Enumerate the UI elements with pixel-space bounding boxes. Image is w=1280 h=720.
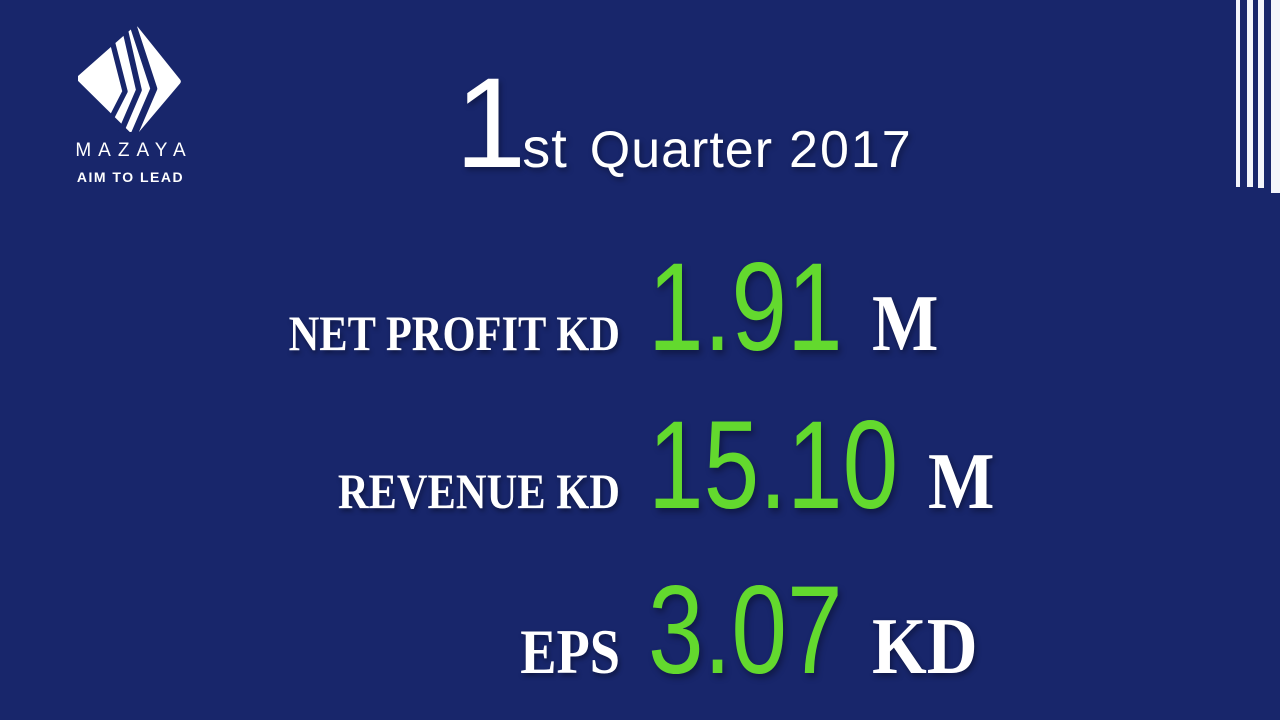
stripe bbox=[1271, 0, 1280, 193]
title-year: 2017 bbox=[789, 121, 913, 179]
title-text: Quarter bbox=[589, 121, 774, 179]
brand-name: MAZAYA bbox=[75, 140, 193, 161]
stripe bbox=[1247, 0, 1253, 187]
metric-unit: M bbox=[927, 438, 995, 526]
mazaya-logo: MAZAYA AIM TO LEAD bbox=[68, 26, 193, 185]
page-title: 1 st Quarter 2017 bbox=[455, 60, 913, 188]
metric-value: 15.10 bbox=[648, 396, 899, 535]
metric-row-revenue: REVENUE KD 15.10 M bbox=[0, 403, 1280, 528]
metric-unit: KD bbox=[872, 603, 978, 691]
diamond-logo-icon bbox=[77, 26, 181, 132]
metric-unit: M bbox=[872, 280, 939, 368]
metric-value: 1.91 bbox=[648, 238, 843, 377]
metric-label: EPS bbox=[520, 616, 620, 687]
metric-row-eps: EPS 3.07 KD bbox=[0, 568, 1280, 693]
stripe bbox=[1258, 0, 1264, 188]
metric-label: REVENUE KD bbox=[337, 463, 620, 519]
title-number: 1 bbox=[455, 52, 527, 195]
title-ordinal: st bbox=[522, 116, 568, 179]
metric-label: NET PROFIT KD bbox=[288, 305, 620, 361]
metric-value: 3.07 bbox=[648, 561, 843, 700]
brand-tagline: AIM TO LEAD bbox=[76, 169, 185, 185]
metric-row-net-profit: NET PROFIT KD 1.91 M bbox=[0, 245, 1280, 370]
stripe bbox=[1236, 0, 1240, 187]
